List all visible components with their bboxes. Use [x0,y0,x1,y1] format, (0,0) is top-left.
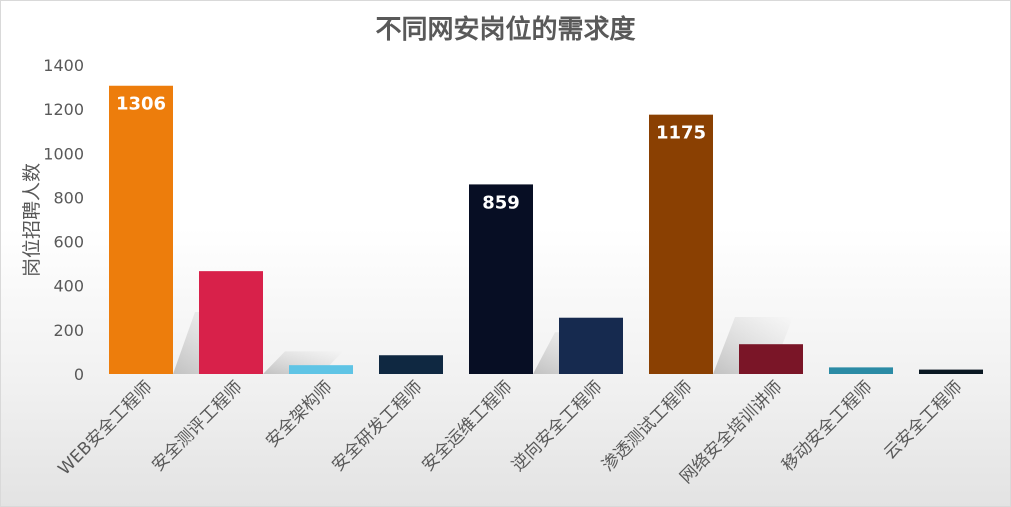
data-label: 1306 [116,94,166,115]
y-tick-label: 1200 [43,100,84,119]
y-tick-label: 800 [53,188,84,207]
y-tick-label: 600 [53,233,84,252]
data-label: 1175 [656,123,706,144]
bar [559,317,623,374]
x-tick-label: 云安全工程师 [880,377,966,463]
bar [379,355,443,374]
x-tick-label: 渗透测试工程师 [598,377,696,475]
bar [199,271,263,374]
y-tick-label: 200 [53,321,84,340]
y-tick-label: 1400 [43,56,84,75]
y-tick-label: 400 [53,277,84,296]
bar [469,184,533,374]
y-axis-label: 岗位招聘人数 [21,163,43,277]
x-tick-label: 安全测评工程师 [148,377,246,475]
bar [829,367,893,374]
bar [739,344,803,374]
data-label: 859 [482,192,520,213]
bar [649,114,713,375]
bar [289,365,353,374]
x-tick-label: 安全运维工程师 [418,377,516,475]
y-tick-label: 1000 [43,144,84,163]
y-tick-label: 0 [74,365,84,384]
bar [109,85,173,375]
x-tick-label: WEB安全工程师 [55,377,157,479]
chart-title: 不同网安岗位的需求度 [375,15,636,45]
x-tick-label: 安全研发工程师 [328,377,426,475]
x-tick-label: 安全架构师 [262,377,336,451]
x-tick-label: 移动安全工程师 [778,377,876,475]
x-tick-label: 逆向安全工程师 [508,377,606,475]
bar [919,369,983,374]
